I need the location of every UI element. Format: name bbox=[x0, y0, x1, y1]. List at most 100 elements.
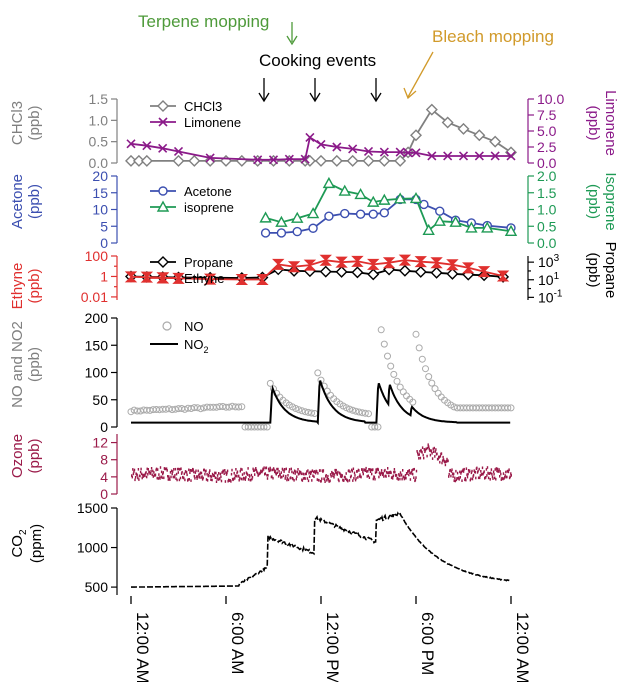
ozone-point bbox=[452, 475, 454, 478]
ozone-point bbox=[327, 474, 329, 478]
ethyne-series-point bbox=[319, 254, 332, 266]
co2-axis-left-tick-label: 1000 bbox=[77, 540, 108, 556]
ozone-point bbox=[490, 468, 493, 471]
ozone-point bbox=[199, 471, 202, 475]
ozone-point bbox=[146, 475, 148, 479]
ozone-point bbox=[466, 473, 468, 476]
ozone-point bbox=[387, 471, 389, 474]
ozone-point bbox=[157, 477, 159, 480]
ozone-point bbox=[250, 478, 252, 482]
ozone-point bbox=[183, 476, 185, 480]
acetone-ylabel-line: Acetone bbox=[9, 174, 26, 229]
ozone-point bbox=[334, 468, 336, 472]
limonene-series-point-stroke bbox=[490, 151, 500, 161]
ozone-point bbox=[194, 477, 196, 480]
ozone-point bbox=[453, 472, 455, 476]
ozone-point bbox=[338, 479, 340, 483]
limonene-series-point-stroke bbox=[427, 151, 437, 161]
ozone-point bbox=[172, 470, 174, 473]
limonene-series-point bbox=[268, 155, 279, 165]
ozone-ylabel-line: Ozone bbox=[9, 434, 26, 478]
propane-right-tick-label: 10-1 bbox=[538, 288, 563, 305]
co2-ylabel-subscript: 2 bbox=[18, 529, 29, 535]
limonene-series-point bbox=[253, 155, 263, 165]
ozone-point bbox=[496, 469, 498, 473]
ozone-point bbox=[177, 467, 179, 471]
ozone-point bbox=[374, 471, 377, 474]
limonene-series-point bbox=[158, 143, 168, 153]
ozone-point bbox=[458, 478, 460, 481]
ozone-point bbox=[145, 471, 147, 474]
ozone-point bbox=[386, 471, 388, 475]
chcl3-axis-left-tick-label: 1.0 bbox=[89, 112, 109, 128]
ozone-point bbox=[374, 477, 376, 481]
ozone-point bbox=[205, 478, 208, 481]
propane-right-tick-label: 103 bbox=[538, 253, 560, 270]
ozone-point bbox=[202, 476, 204, 480]
ozone-point bbox=[277, 467, 279, 471]
ozone-point bbox=[152, 475, 154, 478]
ozone-point bbox=[393, 470, 395, 474]
acetone-series-point bbox=[355, 209, 366, 219]
isoprene-series-point bbox=[259, 211, 272, 223]
ozone-point bbox=[178, 467, 180, 471]
ozone-point bbox=[492, 470, 495, 474]
ozone-point bbox=[285, 474, 287, 478]
ozone-point bbox=[336, 473, 338, 476]
ozone-point bbox=[385, 475, 387, 478]
ozone-point bbox=[337, 478, 340, 481]
ozone-point bbox=[408, 469, 410, 472]
ozone-point bbox=[183, 472, 185, 476]
ozone-point bbox=[137, 476, 139, 480]
ozone-point bbox=[224, 469, 226, 472]
ozone-point bbox=[131, 474, 133, 477]
ozone-point bbox=[187, 478, 189, 481]
ozone-point bbox=[494, 468, 496, 471]
no-series-point bbox=[431, 385, 439, 393]
ozone-point bbox=[180, 472, 183, 475]
ozone-point bbox=[450, 474, 452, 478]
ozone-point bbox=[362, 472, 364, 476]
ozone-point bbox=[214, 471, 216, 475]
ozone-point bbox=[253, 469, 255, 473]
ozone-point bbox=[147, 468, 149, 471]
limonene-series-point bbox=[173, 146, 184, 157]
ethyne-series-point bbox=[351, 255, 364, 267]
ozone-point bbox=[174, 467, 177, 471]
ozone-point bbox=[508, 468, 510, 471]
ozone-point bbox=[502, 477, 504, 481]
isoprene-axis-right-tick-label: 1.5 bbox=[537, 185, 557, 201]
ozone-point bbox=[231, 468, 233, 472]
ozone-point bbox=[470, 471, 473, 475]
ozone-point bbox=[453, 479, 455, 482]
limonene-series-point-stroke bbox=[474, 151, 484, 161]
ozone-point bbox=[422, 453, 424, 457]
ozone-point bbox=[393, 468, 396, 471]
ozone-point bbox=[172, 475, 174, 479]
ozone-point bbox=[240, 467, 242, 471]
ozone-point bbox=[329, 473, 332, 476]
ozone-point bbox=[368, 476, 371, 479]
chcl3-series-point bbox=[457, 122, 470, 135]
no-series-point bbox=[409, 398, 417, 406]
limonene-series-point-stroke bbox=[363, 146, 374, 157]
ozone-point bbox=[442, 455, 444, 459]
no-series-point bbox=[349, 406, 357, 414]
ozone-point bbox=[161, 476, 163, 479]
ozone-point bbox=[298, 472, 300, 476]
no-axis-left-tick-label: 150 bbox=[85, 337, 109, 353]
ozone-point bbox=[144, 474, 146, 478]
chcl3-series-point bbox=[505, 146, 517, 159]
ozone-point bbox=[326, 476, 328, 480]
no-ylabel-line: (ppb) bbox=[26, 347, 43, 382]
ozone-point bbox=[270, 468, 272, 472]
limonene-series-point-stroke bbox=[506, 151, 516, 161]
ozone-point bbox=[312, 474, 314, 477]
ethyne-series-point bbox=[303, 259, 317, 271]
ozone-point bbox=[454, 476, 456, 480]
ethyne-ylabel: Ethyne(ppb) bbox=[9, 263, 43, 310]
ozone-point bbox=[379, 473, 382, 477]
ozone-point bbox=[428, 447, 430, 451]
ozone-point bbox=[219, 472, 222, 476]
